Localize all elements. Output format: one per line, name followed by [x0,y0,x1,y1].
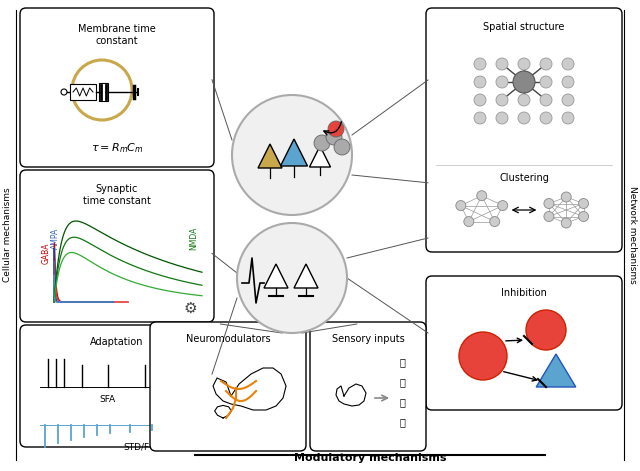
Circle shape [326,129,342,145]
Text: STD/F: STD/F [123,442,149,451]
Bar [70,84,96,100]
Circle shape [61,89,67,95]
Text: Cellular mechanisms: Cellular mechanisms [3,187,13,282]
Circle shape [518,58,530,70]
Text: Network mechanisms: Network mechanisms [627,186,637,284]
Text: AMPA: AMPA [51,228,60,249]
Circle shape [579,211,589,221]
Circle shape [328,121,344,137]
Circle shape [474,112,486,124]
Text: Sensory inputs: Sensory inputs [332,334,404,344]
Circle shape [237,223,347,333]
Circle shape [562,112,574,124]
Text: 👁: 👁 [399,357,405,367]
Circle shape [561,192,572,202]
Polygon shape [264,264,288,288]
Text: Inhibition: Inhibition [501,288,547,298]
Circle shape [540,94,552,106]
Text: Membrane time
constant: Membrane time constant [78,24,156,46]
Circle shape [526,310,566,350]
Text: $\tau = R_m C_m$: $\tau = R_m C_m$ [91,141,143,155]
Circle shape [518,112,530,124]
Polygon shape [310,146,330,167]
Text: Clustering: Clustering [499,173,549,183]
Circle shape [474,94,486,106]
FancyBboxPatch shape [20,8,214,167]
Text: Synaptic
time constant: Synaptic time constant [83,184,151,206]
Circle shape [314,135,330,151]
Text: Modulatory mechanisms: Modulatory mechanisms [294,453,446,463]
Circle shape [540,58,552,70]
Circle shape [562,76,574,88]
Polygon shape [280,139,307,166]
Text: Adaptation: Adaptation [90,337,144,347]
Text: NMDA: NMDA [189,227,198,250]
Circle shape [498,201,508,211]
Circle shape [540,112,552,124]
Circle shape [456,201,466,211]
Circle shape [459,332,507,380]
Circle shape [496,94,508,106]
Polygon shape [258,144,282,168]
Circle shape [513,71,535,93]
Circle shape [579,198,589,209]
Circle shape [490,217,500,227]
Circle shape [518,94,530,106]
FancyBboxPatch shape [310,322,426,451]
Polygon shape [536,354,576,387]
Circle shape [562,58,574,70]
Text: Neuromodulators: Neuromodulators [186,334,270,344]
FancyBboxPatch shape [426,8,622,252]
Circle shape [496,76,508,88]
Circle shape [540,76,552,88]
Circle shape [474,76,486,88]
Circle shape [477,191,487,201]
Circle shape [464,217,474,227]
Text: 🖐: 🖐 [399,417,405,427]
Circle shape [334,139,350,155]
Bar [99,83,108,101]
Circle shape [474,58,486,70]
FancyBboxPatch shape [20,325,214,447]
FancyBboxPatch shape [20,170,214,322]
Text: Spatial structure: Spatial structure [483,22,564,32]
Circle shape [544,211,554,221]
Text: SFA: SFA [99,395,116,404]
FancyBboxPatch shape [150,322,306,451]
Circle shape [561,218,572,228]
Text: 👃: 👃 [399,397,405,407]
Circle shape [496,112,508,124]
Circle shape [544,198,554,209]
Circle shape [562,94,574,106]
Circle shape [232,95,352,215]
Polygon shape [294,264,318,288]
Text: ⚙: ⚙ [183,300,197,316]
Circle shape [496,58,508,70]
Text: GABA: GABA [42,243,51,264]
FancyBboxPatch shape [426,276,622,410]
Text: 👂: 👂 [399,377,405,387]
